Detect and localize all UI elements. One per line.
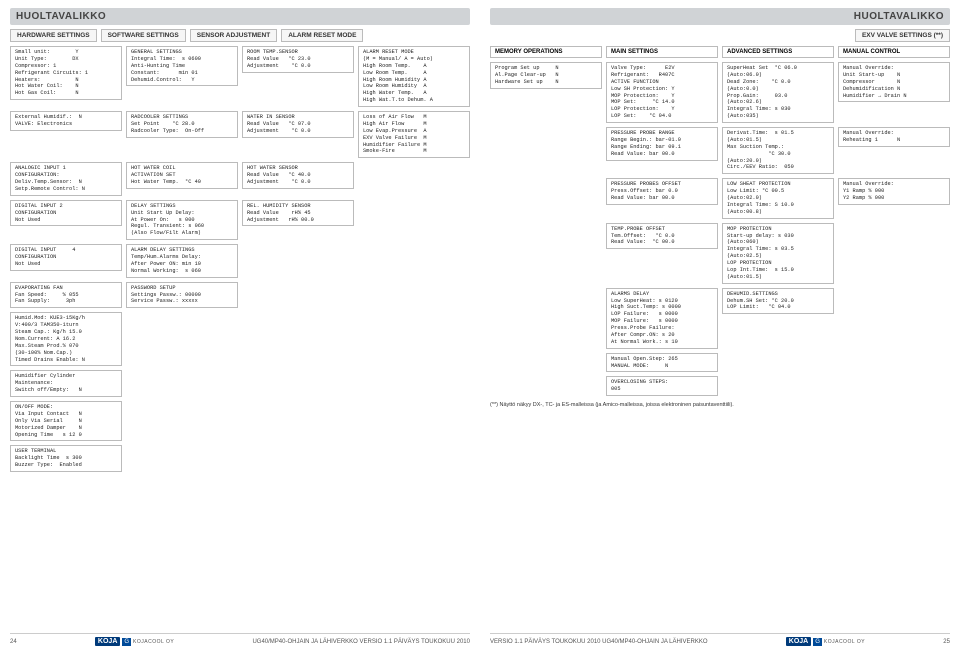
blk-mc2: Manual Override: Reheating 1 N xyxy=(838,127,950,147)
hd-manual: MANUAL CONTROL xyxy=(838,46,950,58)
blk-hw2: External Humidif.: N VALVE: Electronics xyxy=(10,111,122,131)
logo-company-r: KOJACOOL OY xyxy=(824,639,865,645)
logo-brand: KOJA xyxy=(95,637,120,646)
tab-hardware[interactable]: HARDWARE SETTINGS xyxy=(10,29,97,42)
blk-ms3: PRESSURE PROBES OFFSET Press.Offset: bar… xyxy=(606,178,718,205)
hd-memory: MEMORY OPERATIONS xyxy=(490,46,602,58)
blk-ms1: Valve Type: E2V Refrigerant: R407C ACTIV… xyxy=(606,62,718,123)
blk-ads: ALARM DELAY SETTINGS Temp/Hum.Alarms Del… xyxy=(126,244,238,278)
hd-main: MAIN SETTINGS xyxy=(606,46,718,58)
blk-hw1: Small unit: Y Unit Type: DX Compressor: … xyxy=(10,46,122,100)
blk-arm2: Loss of Air Flow M High Air Flow M Low E… xyxy=(358,111,470,158)
logo-right: KOJA G KOJACOOL OY xyxy=(786,637,865,646)
logo-left: KOJA G KOJACOOL OY xyxy=(95,637,174,646)
tab-exv[interactable]: EXV VALVE SETTINGS (**) xyxy=(855,29,950,42)
blk-ms6: Manual Open.Step: 265 MANUAL MODE: N xyxy=(606,353,718,373)
blk-ms2: PRESSURE PROBE RANGE Range Begin.: bar-0… xyxy=(606,127,718,161)
tabs-right: EXV VALVE SETTINGS (**) xyxy=(490,29,950,42)
blk-gs: GENERAL SETTINGS Integral Time: s 0600 A… xyxy=(126,46,238,86)
blk-ds: DELAY SETTINGS Unit Start Up Delay: At P… xyxy=(126,200,238,240)
footnote: (**) Näyttö näkyy DX-, TC- ja ES-malleis… xyxy=(490,402,950,408)
blk-hws: HOT WATER SENSOR Read Value °C 40.0 Adju… xyxy=(242,162,354,189)
blk-ai1: ANALOGIC INPUT 1 CONFIGURATION: Deliv.Te… xyxy=(10,162,122,196)
blk-pw: PASSWORD SETUP Settings Passw.: 00000 Se… xyxy=(126,282,238,309)
footer-text-right: VERSIO 1.1 PÄIVÄYS TOUKOKUU 2010 UG40/MP… xyxy=(490,639,708,645)
blk-as3: LOW SHEAT PROTECTION Low Limit: °C 00.5 … xyxy=(722,178,834,218)
blk-ms5: ALARMS DELAY Low SuperHeat: s 0120 High … xyxy=(606,288,718,349)
blk-wis: WATER IN SENSOR Read Value °C 07.0 Adjus… xyxy=(242,111,354,138)
blk-hc: Humidifier Cylinder Maintenance: Switch … xyxy=(10,370,122,397)
blk-ef: EVAPORATING FAN Fan Speed: % 055 Fan Sup… xyxy=(10,282,122,309)
blk-hm: Humid.Mod: KUE3-15Kg/h V:400/3 TAM350-1t… xyxy=(10,312,122,366)
blk-di2: DIGITAL INPUT 2 CONFIGURATION Not Used xyxy=(10,200,122,227)
blk-rc: RADCOOLER SETTINGS Set Point °C 28.0 Rad… xyxy=(126,111,238,138)
footer-text-left: UG40/MP40-OHJAIN JA LÄHIVERKKO VERSIO 1.… xyxy=(252,639,470,645)
blk-as1: SuperHeat Set °C 06.0 (Auto:06.0) Dead Z… xyxy=(722,62,834,123)
blk-hwc: HOT WATER COIL ACTIVATION SET Hot Water … xyxy=(126,162,238,189)
logo-brand-r: KOJA xyxy=(786,637,811,646)
page-right: HUOLTAVALIKKO EXV VALVE SETTINGS (**) ME… xyxy=(480,0,960,650)
blk-as2: Derivat.Time: s 01.5 (Auto:01.5) Max Suc… xyxy=(722,127,834,174)
logo-company: KOJACOOL OY xyxy=(133,639,174,645)
tab-alarm[interactable]: ALARM RESET MODE xyxy=(281,29,363,42)
blk-as5: DEHUMID.SETTINGS Dehum.SH Set: °C 20.0 L… xyxy=(722,288,834,315)
logo-g-icon-r: G xyxy=(813,638,822,646)
blk-ms4: TEMP.PROBE OFFSET Tem.Offset: °C 0.0 Rea… xyxy=(606,223,718,250)
blk-ut: USER TERMINAL Backlight Time s 300 Buzze… xyxy=(10,445,122,472)
blk-arm: ALARM RESET MODE (M = Manual/ A = Auto) … xyxy=(358,46,470,107)
tabs-left: HARDWARE SETTINGS SOFTWARE SETTINGS SENS… xyxy=(10,29,470,42)
logo-g-icon: G xyxy=(122,638,131,646)
page-number-right: 25 xyxy=(943,639,950,645)
page-left: HUOLTAVALIKKO HARDWARE SETTINGS SOFTWARE… xyxy=(0,0,480,650)
page-title-right: HUOLTAVALIKKO xyxy=(490,8,950,25)
blk-ms7: OVERCLOSING STEPS: 005 xyxy=(606,376,718,396)
tab-software[interactable]: SOFTWARE SETTINGS xyxy=(101,29,186,42)
blk-mo: Program Set up N Al.Page Clear-up N Hard… xyxy=(490,62,602,89)
footer-right: VERSIO 1.1 PÄIVÄYS TOUKOKUU 2010 UG40/MP… xyxy=(490,633,950,646)
tab-sensor[interactable]: SENSOR ADJUSTMENT xyxy=(190,29,277,42)
blk-mc1: Manual Override: Unit Start-up N Compres… xyxy=(838,62,950,102)
footer-left: 24 KOJA G KOJACOOL OY UG40/MP40-OHJAIN J… xyxy=(10,633,470,646)
blk-rts: ROOM TEMP.SENSOR Read Value °C 23.0 Adju… xyxy=(242,46,354,73)
grid-left: Small unit: Y Unit Type: DX Compressor: … xyxy=(10,46,470,472)
page-title-left: HUOLTAVALIKKO xyxy=(10,8,470,25)
blk-di4: DIGITAL INPUT 4 CONFIGURATION Not Used xyxy=(10,244,122,271)
hd-advanced: ADVANCED SETTINGS xyxy=(722,46,834,58)
blk-as4: MOP PROTECTION Start-up delay: s 030 (Au… xyxy=(722,223,834,284)
grid-right: MEMORY OPERATIONS MAIN SETTINGS ADVANCED… xyxy=(490,46,950,396)
blk-mc3: Manual Override: Y1 Ramp % 000 Y2 Ramp %… xyxy=(838,178,950,205)
blk-rhs: REL. HUMIDITY SENSOR Read Value rH% 45 A… xyxy=(242,200,354,227)
page-number-left: 24 xyxy=(10,639,17,645)
blk-om: ON/OFF MODE: Via Input Contact N Only Vi… xyxy=(10,401,122,441)
